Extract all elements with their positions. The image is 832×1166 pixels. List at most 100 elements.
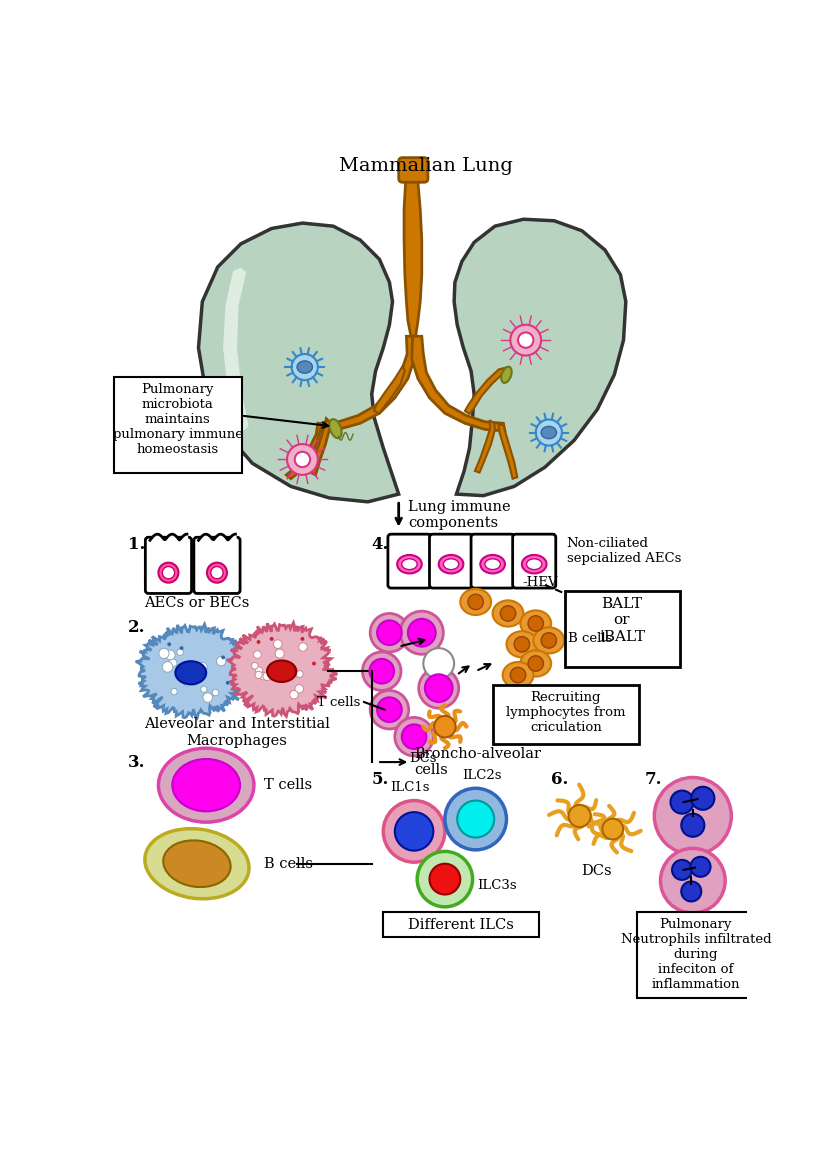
Circle shape <box>681 881 701 901</box>
Circle shape <box>256 640 260 644</box>
Ellipse shape <box>533 627 564 653</box>
FancyBboxPatch shape <box>388 534 431 588</box>
Circle shape <box>518 332 533 347</box>
Circle shape <box>402 724 427 749</box>
Text: -HEV: -HEV <box>522 576 557 589</box>
Ellipse shape <box>507 631 537 658</box>
Circle shape <box>274 661 281 669</box>
Polygon shape <box>404 167 422 336</box>
Circle shape <box>191 677 198 686</box>
Text: Recruiting
lymphocytes from
criculation: Recruiting lymphocytes from criculation <box>506 691 626 735</box>
Text: DCs: DCs <box>582 864 612 878</box>
Text: 1.: 1. <box>127 536 145 554</box>
Circle shape <box>514 637 530 652</box>
Ellipse shape <box>329 419 342 438</box>
Circle shape <box>541 633 557 648</box>
Polygon shape <box>286 423 322 479</box>
Circle shape <box>276 666 285 674</box>
FancyBboxPatch shape <box>384 912 539 936</box>
FancyBboxPatch shape <box>399 157 428 182</box>
FancyBboxPatch shape <box>493 686 639 744</box>
Text: Broncho-alveolar
cells: Broncho-alveolar cells <box>414 747 541 778</box>
Circle shape <box>384 801 445 862</box>
Circle shape <box>691 787 715 810</box>
Ellipse shape <box>402 559 417 569</box>
Circle shape <box>377 697 402 722</box>
FancyBboxPatch shape <box>637 912 755 998</box>
Circle shape <box>377 620 402 645</box>
FancyBboxPatch shape <box>471 534 514 588</box>
FancyBboxPatch shape <box>194 538 240 593</box>
Text: ILC3s: ILC3s <box>478 879 517 892</box>
Circle shape <box>287 444 318 475</box>
Circle shape <box>260 673 267 680</box>
Circle shape <box>661 849 726 913</box>
Circle shape <box>299 642 307 652</box>
Circle shape <box>408 619 436 647</box>
Circle shape <box>369 659 394 683</box>
Text: ILC1s: ILC1s <box>390 781 430 794</box>
Text: BALT
or
iBALT: BALT or iBALT <box>599 597 645 644</box>
Circle shape <box>270 637 274 641</box>
Circle shape <box>500 606 516 621</box>
Ellipse shape <box>501 366 512 382</box>
Circle shape <box>528 616 543 631</box>
Polygon shape <box>475 420 495 472</box>
Circle shape <box>468 595 483 610</box>
Text: 3.: 3. <box>127 754 145 772</box>
Circle shape <box>417 851 473 907</box>
Circle shape <box>429 864 460 894</box>
Circle shape <box>292 354 318 380</box>
Circle shape <box>255 667 263 674</box>
Ellipse shape <box>522 555 547 574</box>
Text: AECs or BECs: AECs or BECs <box>144 596 250 610</box>
Circle shape <box>528 655 543 672</box>
Circle shape <box>177 649 183 655</box>
Circle shape <box>418 668 458 708</box>
Circle shape <box>395 717 433 756</box>
Circle shape <box>254 651 261 659</box>
Polygon shape <box>320 336 416 431</box>
Ellipse shape <box>397 555 422 574</box>
Polygon shape <box>412 336 505 431</box>
Circle shape <box>295 451 310 468</box>
Text: 7.: 7. <box>645 772 662 788</box>
Circle shape <box>295 684 304 693</box>
Circle shape <box>510 667 526 683</box>
Text: B cells: B cells <box>264 857 313 871</box>
Text: 4.: 4. <box>372 536 389 554</box>
Circle shape <box>221 655 225 659</box>
Ellipse shape <box>493 600 523 626</box>
Circle shape <box>434 716 456 737</box>
Ellipse shape <box>297 361 313 373</box>
Ellipse shape <box>480 555 505 574</box>
Ellipse shape <box>503 662 533 688</box>
Circle shape <box>158 563 178 583</box>
FancyBboxPatch shape <box>565 591 680 667</box>
Text: ILC2s: ILC2s <box>462 770 502 782</box>
Circle shape <box>691 857 711 877</box>
Ellipse shape <box>520 651 551 676</box>
Text: B cells: B cells <box>568 632 612 645</box>
Text: 2.: 2. <box>127 619 145 635</box>
Ellipse shape <box>163 841 230 887</box>
Text: T cells: T cells <box>264 778 312 792</box>
Text: 5.: 5. <box>372 772 389 788</box>
Circle shape <box>166 649 175 660</box>
Ellipse shape <box>520 610 551 637</box>
Ellipse shape <box>176 661 206 684</box>
Circle shape <box>370 690 409 729</box>
Circle shape <box>395 813 433 851</box>
Polygon shape <box>227 623 337 716</box>
Circle shape <box>536 420 562 445</box>
Text: Lung immune
components: Lung immune components <box>408 500 511 531</box>
Circle shape <box>370 613 409 652</box>
Circle shape <box>672 859 692 880</box>
Ellipse shape <box>267 660 296 682</box>
Text: T cells: T cells <box>317 696 360 709</box>
Polygon shape <box>454 219 626 496</box>
Text: Non-ciliated
sepcialized AECs: Non-ciliated sepcialized AECs <box>567 538 681 566</box>
Circle shape <box>180 646 184 651</box>
Circle shape <box>363 652 401 690</box>
Circle shape <box>255 672 262 679</box>
